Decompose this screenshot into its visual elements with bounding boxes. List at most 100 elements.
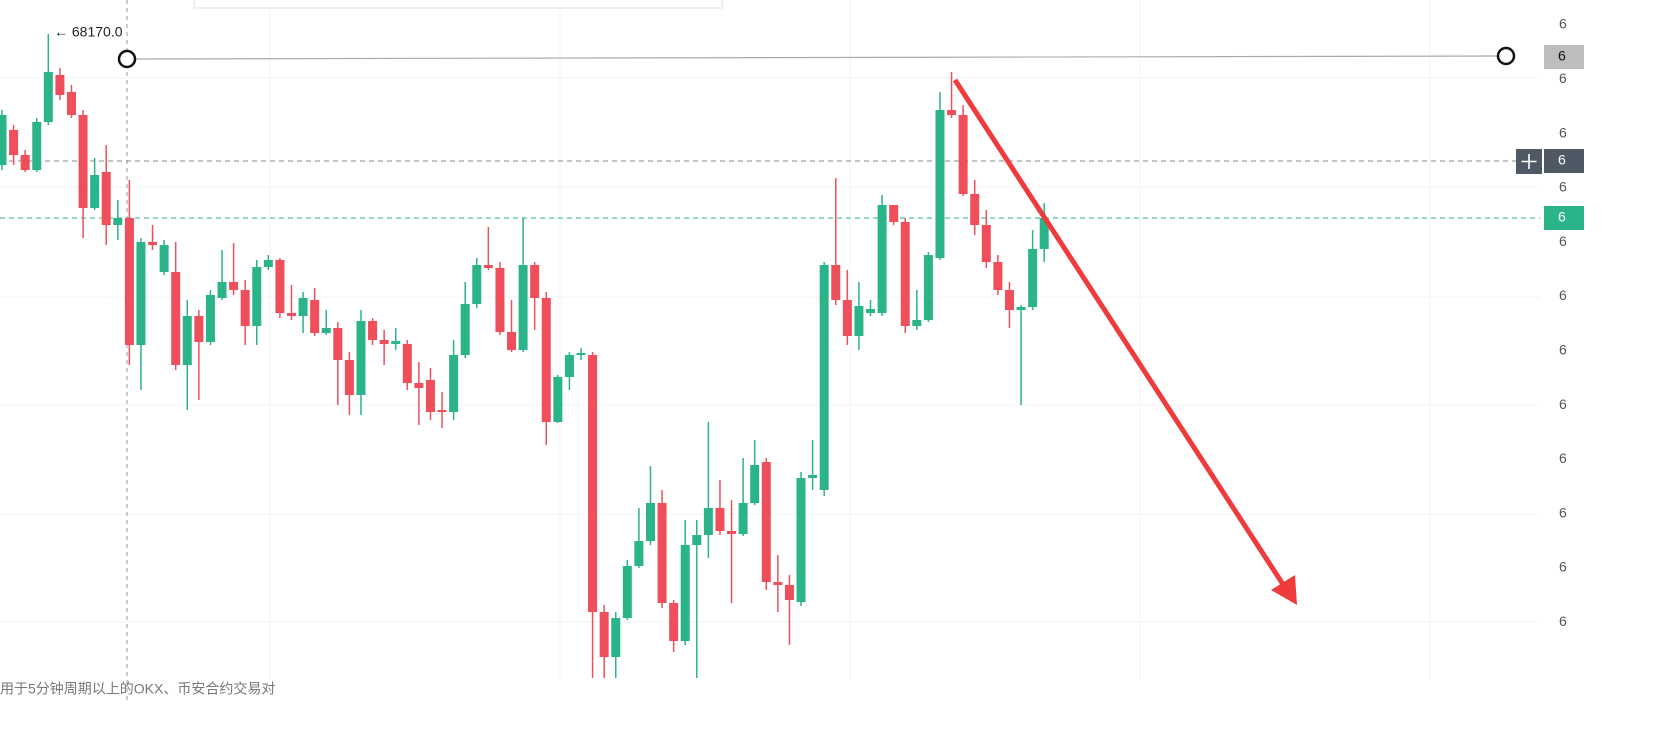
candle-body — [912, 320, 922, 326]
axis-labels: 6 6 6 6 6 6 6 6 6 6 6 6 6 6 6 — [1544, 16, 1584, 629]
candle-body — [182, 316, 192, 365]
candle-body — [657, 503, 667, 603]
candle-body — [669, 603, 679, 641]
candle-body — [541, 298, 551, 422]
candle-body — [437, 410, 447, 412]
popup — [193, 0, 723, 9]
candle-body — [483, 265, 493, 268]
candle-body — [136, 242, 146, 345]
candle-body — [981, 225, 991, 262]
candle-body — [970, 194, 980, 225]
price-label: 6 — [1559, 70, 1567, 86]
candle-body — [715, 508, 725, 531]
candle-body — [205, 295, 215, 342]
candle-body — [263, 260, 273, 267]
price-label: 6 — [1559, 124, 1567, 140]
candle-body — [449, 355, 459, 412]
price-marker — [1544, 149, 1584, 173]
price-marker-label: 6 — [1558, 209, 1566, 225]
candle-body — [784, 585, 794, 600]
price-label: 6 — [1559, 233, 1567, 249]
candle-body — [472, 265, 482, 304]
candle-body — [298, 298, 308, 316]
candle-body — [622, 566, 632, 618]
price-label: 6 — [1559, 396, 1567, 412]
price-label: 6 — [1559, 16, 1567, 32]
candle-body — [692, 535, 702, 545]
candle-body — [356, 321, 366, 395]
candle-body — [113, 218, 123, 225]
candle-body — [78, 115, 88, 208]
candle-body — [55, 75, 65, 95]
price-marker — [1544, 206, 1584, 230]
candle-body — [576, 353, 586, 355]
candle-body — [773, 582, 783, 585]
handle[interactable] — [1496, 46, 1516, 66]
candle-body — [866, 309, 875, 313]
candle-body — [101, 172, 111, 225]
candle-body — [43, 72, 53, 122]
price-marker — [1544, 45, 1584, 69]
candle-body — [738, 503, 748, 534]
candle-body — [460, 304, 470, 355]
arrow-head — [1271, 575, 1297, 605]
candle-body — [414, 383, 424, 388]
candle-body — [761, 462, 771, 582]
candle-body — [20, 155, 30, 170]
candle-body — [368, 321, 378, 340]
candle-body — [680, 545, 690, 641]
candle-body — [819, 265, 829, 490]
candle-body — [831, 265, 841, 300]
trend-line[interactable] — [126, 55, 1507, 60]
candle-body — [495, 268, 505, 332]
candle-body — [518, 265, 528, 350]
candle-body — [796, 478, 806, 602]
candle-body — [1016, 307, 1026, 310]
candle-body — [333, 328, 343, 360]
candle-body — [599, 612, 609, 657]
handle[interactable] — [117, 49, 137, 69]
candle-body — [9, 130, 19, 155]
candle-body — [947, 110, 957, 115]
price-label: 6 — [1559, 179, 1567, 195]
candle-body — [379, 340, 389, 344]
price-axis — [1540, 0, 1676, 748]
candle-body — [564, 355, 574, 377]
price-label: 6 — [1559, 559, 1567, 575]
candle-body — [900, 222, 910, 326]
candle-body — [402, 344, 412, 383]
candle-body — [321, 328, 331, 333]
candle-body — [124, 218, 134, 345]
candle-body — [993, 262, 1003, 290]
price-marker-label: 6 — [1558, 152, 1566, 168]
candles — [0, 34, 1049, 678]
candle-body — [842, 300, 852, 336]
candle-body — [32, 122, 42, 170]
candle-body — [0, 115, 7, 165]
candle-body — [1028, 249, 1038, 307]
plus-icon — [1521, 154, 1537, 169]
candle-body — [808, 475, 818, 478]
candle-body — [66, 92, 76, 115]
candle-body — [240, 290, 250, 326]
candle-body — [425, 380, 435, 412]
price-marker-label: 6 — [1558, 48, 1566, 64]
candle-body — [703, 508, 713, 535]
candle-body — [217, 282, 227, 298]
candle-body — [889, 205, 899, 222]
price-label: 6 — [1559, 287, 1567, 303]
footer: 用于5分钟周期以上的OKX、币安合约交易对 — [0, 681, 275, 697]
candle-body — [287, 313, 296, 316]
candle-body — [958, 115, 968, 194]
candle-body — [159, 245, 169, 272]
candle-body — [645, 503, 655, 541]
candle-body — [344, 360, 354, 395]
candle-body — [229, 282, 239, 290]
candle-body — [553, 377, 563, 422]
price-label: 6 — [1559, 450, 1567, 466]
candle-body — [727, 531, 737, 534]
price-label: 6 — [1559, 613, 1567, 629]
price-label: 6 — [1559, 342, 1567, 358]
